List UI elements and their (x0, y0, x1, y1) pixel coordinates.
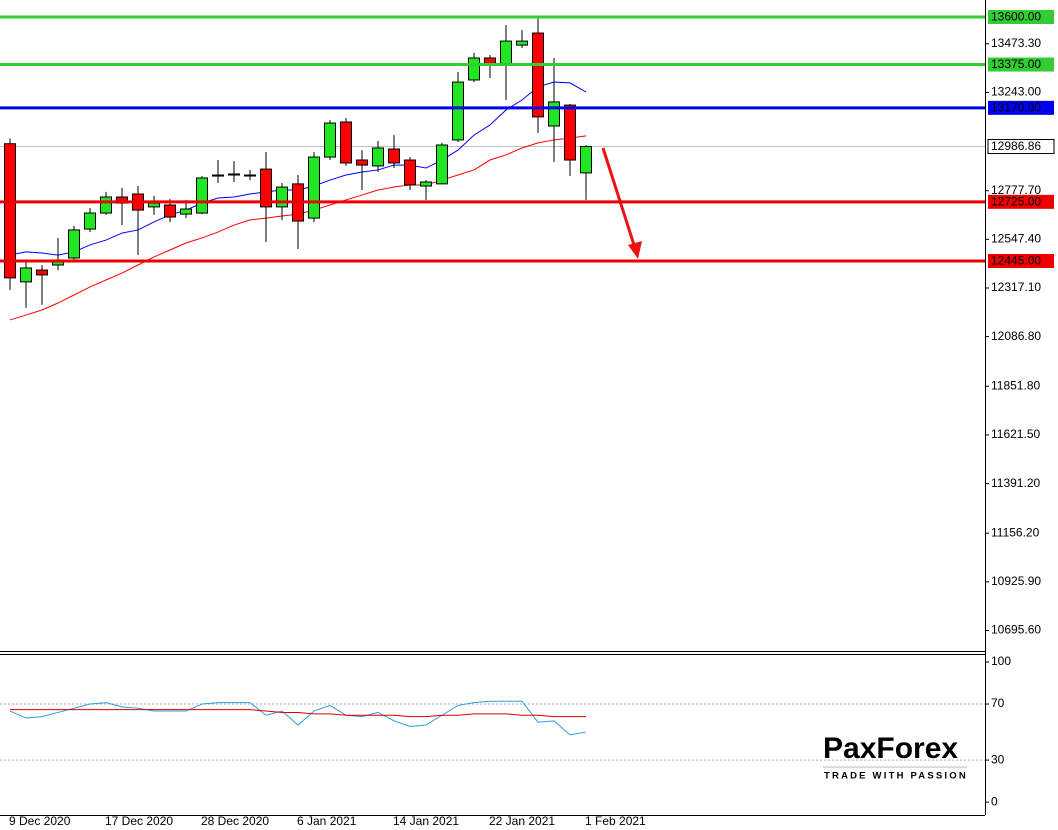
level-label: 13170.00 (991, 101, 1041, 115)
x-tick-label: 6 Jan 2021 (297, 814, 357, 828)
candle-body (212, 174, 224, 177)
y-tick-label: 12777.70 (991, 183, 1041, 197)
candle-body (420, 181, 432, 187)
candle-body (180, 208, 192, 215)
candle-body (500, 40, 512, 65)
candle-body (580, 146, 592, 174)
level-label: 12725.00 (991, 195, 1041, 209)
y-tick-label: 12317.10 (991, 280, 1041, 294)
candle-body (404, 159, 416, 186)
candle-body (20, 267, 32, 283)
candle-body (228, 173, 240, 176)
candle-body (100, 196, 112, 214)
candle-body (68, 229, 80, 259)
candle-body (244, 174, 256, 177)
y-tick-label: 11156.20 (991, 525, 1040, 539)
candle-body (388, 148, 400, 164)
last-price-box (987, 139, 1055, 155)
candle-body (196, 177, 208, 214)
candle-body (340, 121, 352, 164)
level-label: 13375.00 (991, 57, 1041, 71)
y-tick-label: 13243.00 (991, 85, 1041, 99)
logo-title: PaxForex (823, 732, 958, 765)
indicator-line (10, 709, 586, 718)
candle-body (532, 32, 544, 118)
candle-body (516, 40, 528, 46)
indicator-line (9, 700, 587, 736)
forecast-arrow (601, 147, 642, 259)
candle-body (84, 212, 96, 230)
x-tick-label: 17 Dec 2020 (105, 814, 173, 828)
candle-body (452, 81, 464, 141)
y-tick-label: 10925.90 (991, 574, 1041, 588)
y-tick-label: 0 (991, 794, 998, 808)
y-tick-label: 12547.40 (991, 232, 1041, 246)
x-tick-label: 22 Jan 2021 (489, 814, 555, 828)
y-tick-label: 12086.80 (991, 329, 1041, 343)
candle-body (372, 147, 384, 167)
candle-body (148, 202, 160, 208)
candle-body (276, 186, 288, 208)
level-label: 12445.00 (991, 254, 1041, 268)
candle-body (36, 269, 48, 276)
y-tick-label: 30 (991, 752, 1005, 766)
candle-body (356, 159, 368, 166)
level-label-box (988, 194, 1054, 209)
level-label-box (988, 57, 1054, 72)
y-tick-label: 11621.50 (991, 427, 1040, 441)
candle-body (4, 143, 16, 279)
candle-body (308, 156, 320, 219)
level-label-box (988, 253, 1054, 268)
candle-body (468, 57, 480, 81)
y-tick-label: 11391.20 (991, 476, 1040, 490)
x-tick-label: 14 Jan 2021 (393, 814, 459, 828)
logo: PaxForex TRADE WITH PASSION (823, 732, 968, 782)
candle-body (324, 122, 336, 158)
y-tick-label: 100 (991, 654, 1011, 668)
candle-body (164, 204, 176, 218)
candle-body (564, 104, 576, 161)
candle-body (260, 168, 272, 208)
y-tick-label: 13473.30 (991, 36, 1041, 50)
last-price-label: 12986.86 (991, 139, 1041, 153)
arrow-head (628, 241, 642, 259)
candle-body (484, 57, 496, 65)
x-tick-label: 1 Feb 2021 (585, 814, 646, 828)
y-tick-label: 70 (991, 696, 1005, 710)
arrow-shaft (601, 147, 637, 249)
logo-tagline: TRADE WITH PASSION (824, 771, 968, 782)
candle-body (548, 101, 560, 127)
y-tick-label: 10695.60 (991, 623, 1041, 637)
level-label-box (988, 100, 1054, 115)
x-tick-label: 28 Dec 2020 (201, 814, 269, 828)
level-label: 13600.00 (991, 10, 1041, 24)
x-tick-label: 9 Dec 2020 (9, 814, 71, 828)
y-tick-label: 11851.80 (991, 378, 1040, 392)
level-label-box (988, 10, 1054, 25)
candle-body (436, 144, 448, 185)
